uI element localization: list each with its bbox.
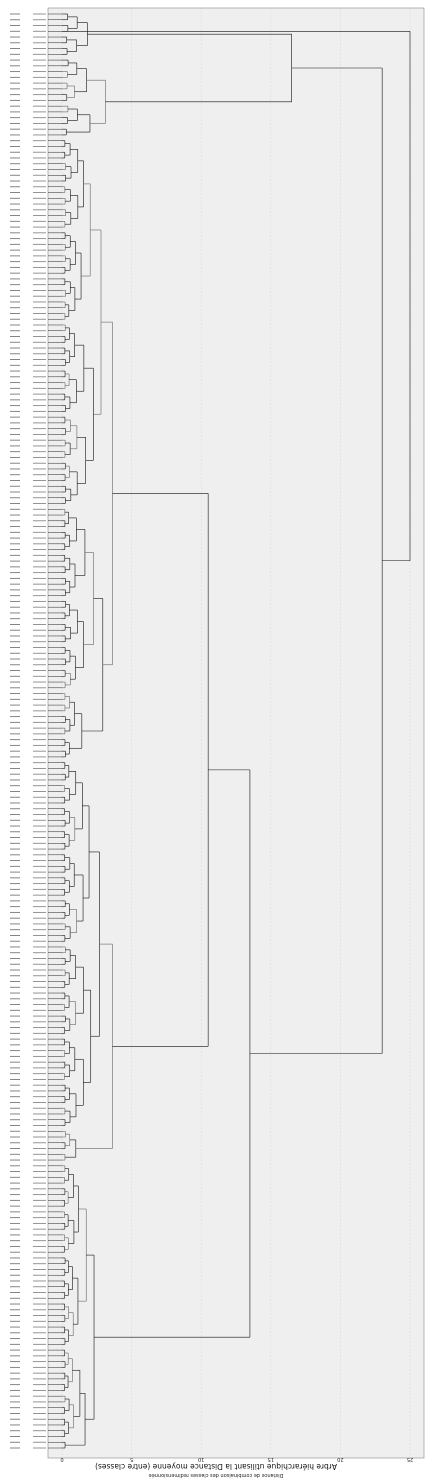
- x-tick-label: 0: [60, 1456, 63, 1462]
- x-tick-label: 5: [130, 1456, 133, 1462]
- x-tick-label: 25: [407, 1456, 413, 1462]
- x-tick-label: 10: [198, 1456, 204, 1462]
- dendrogram-branches: [48, 13, 411, 1449]
- x-tick-label: 20: [337, 1456, 343, 1462]
- plot-background: [47, 7, 425, 1459]
- leaf-labels: [10, 13, 46, 1449]
- x-tick-label: 15: [268, 1456, 274, 1462]
- x-axis-ticks: 0 5 10 15 20 25: [60, 1456, 413, 1462]
- axis-title: Arbre hiérarchique utilisant la Distance…: [95, 1462, 337, 1471]
- axis-sublabel: Distance de combinaison des classes redi…: [149, 1472, 284, 1479]
